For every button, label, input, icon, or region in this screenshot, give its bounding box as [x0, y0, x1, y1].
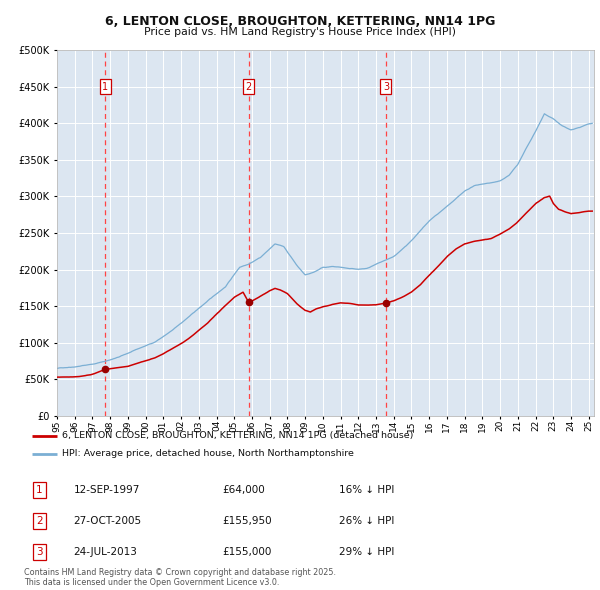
Text: 1: 1	[102, 82, 108, 91]
Text: 12-SEP-1997: 12-SEP-1997	[74, 485, 140, 494]
Text: 16% ↓ HPI: 16% ↓ HPI	[338, 485, 394, 494]
Text: 26% ↓ HPI: 26% ↓ HPI	[338, 516, 394, 526]
Text: 3: 3	[36, 547, 43, 556]
Text: 1: 1	[36, 485, 43, 494]
Text: £155,000: £155,000	[223, 547, 272, 556]
Text: Price paid vs. HM Land Registry's House Price Index (HPI): Price paid vs. HM Land Registry's House …	[144, 27, 456, 37]
Text: £155,950: £155,950	[223, 516, 272, 526]
Text: £64,000: £64,000	[223, 485, 265, 494]
Text: 6, LENTON CLOSE, BROUGHTON, KETTERING, NN14 1PG (detached house): 6, LENTON CLOSE, BROUGHTON, KETTERING, N…	[62, 431, 413, 440]
Text: HPI: Average price, detached house, North Northamptonshire: HPI: Average price, detached house, Nort…	[62, 449, 353, 458]
Text: 29% ↓ HPI: 29% ↓ HPI	[338, 547, 394, 556]
Text: 24-JUL-2013: 24-JUL-2013	[74, 547, 137, 556]
Text: 2: 2	[36, 516, 43, 526]
Text: Contains HM Land Registry data © Crown copyright and database right 2025.
This d: Contains HM Land Registry data © Crown c…	[24, 568, 336, 587]
Text: 2: 2	[245, 82, 252, 91]
Text: 6, LENTON CLOSE, BROUGHTON, KETTERING, NN14 1PG: 6, LENTON CLOSE, BROUGHTON, KETTERING, N…	[105, 15, 495, 28]
Text: 3: 3	[383, 82, 389, 91]
Text: 27-OCT-2005: 27-OCT-2005	[74, 516, 142, 526]
